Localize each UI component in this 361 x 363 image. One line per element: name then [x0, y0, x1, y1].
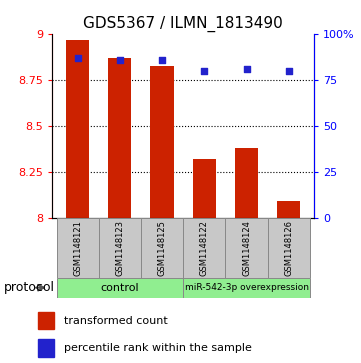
Text: protocol: protocol [4, 281, 55, 294]
Bar [38, 312, 54, 330]
FancyBboxPatch shape [57, 218, 99, 278]
Text: GSM1148123: GSM1148123 [116, 220, 125, 276]
FancyBboxPatch shape [183, 278, 310, 298]
Point [201, 68, 207, 74]
Text: GSM1148121: GSM1148121 [73, 220, 82, 276]
Text: GSM1148126: GSM1148126 [284, 220, 293, 276]
FancyBboxPatch shape [141, 218, 183, 278]
Bar [193, 159, 216, 218]
FancyBboxPatch shape [225, 218, 268, 278]
Text: transformed count: transformed count [64, 316, 168, 326]
Text: GSM1148124: GSM1148124 [242, 220, 251, 276]
Bar [38, 339, 54, 356]
Bar [108, 58, 131, 218]
FancyBboxPatch shape [268, 218, 310, 278]
Point [286, 68, 292, 74]
Bar [151, 66, 174, 218]
FancyBboxPatch shape [57, 278, 183, 298]
Bar [66, 40, 89, 218]
Bar [235, 148, 258, 218]
FancyBboxPatch shape [183, 218, 225, 278]
Point [117, 57, 123, 63]
Point [159, 57, 165, 63]
Text: percentile rank within the sample: percentile rank within the sample [64, 343, 252, 353]
Bar [277, 201, 300, 218]
Title: GDS5367 / ILMN_1813490: GDS5367 / ILMN_1813490 [83, 16, 283, 32]
Text: miR-542-3p overexpression: miR-542-3p overexpression [184, 283, 309, 292]
Text: GSM1148125: GSM1148125 [158, 220, 166, 276]
Text: GSM1148122: GSM1148122 [200, 220, 209, 276]
Point [244, 66, 249, 72]
Text: control: control [101, 283, 139, 293]
Point [75, 56, 81, 61]
FancyBboxPatch shape [99, 218, 141, 278]
